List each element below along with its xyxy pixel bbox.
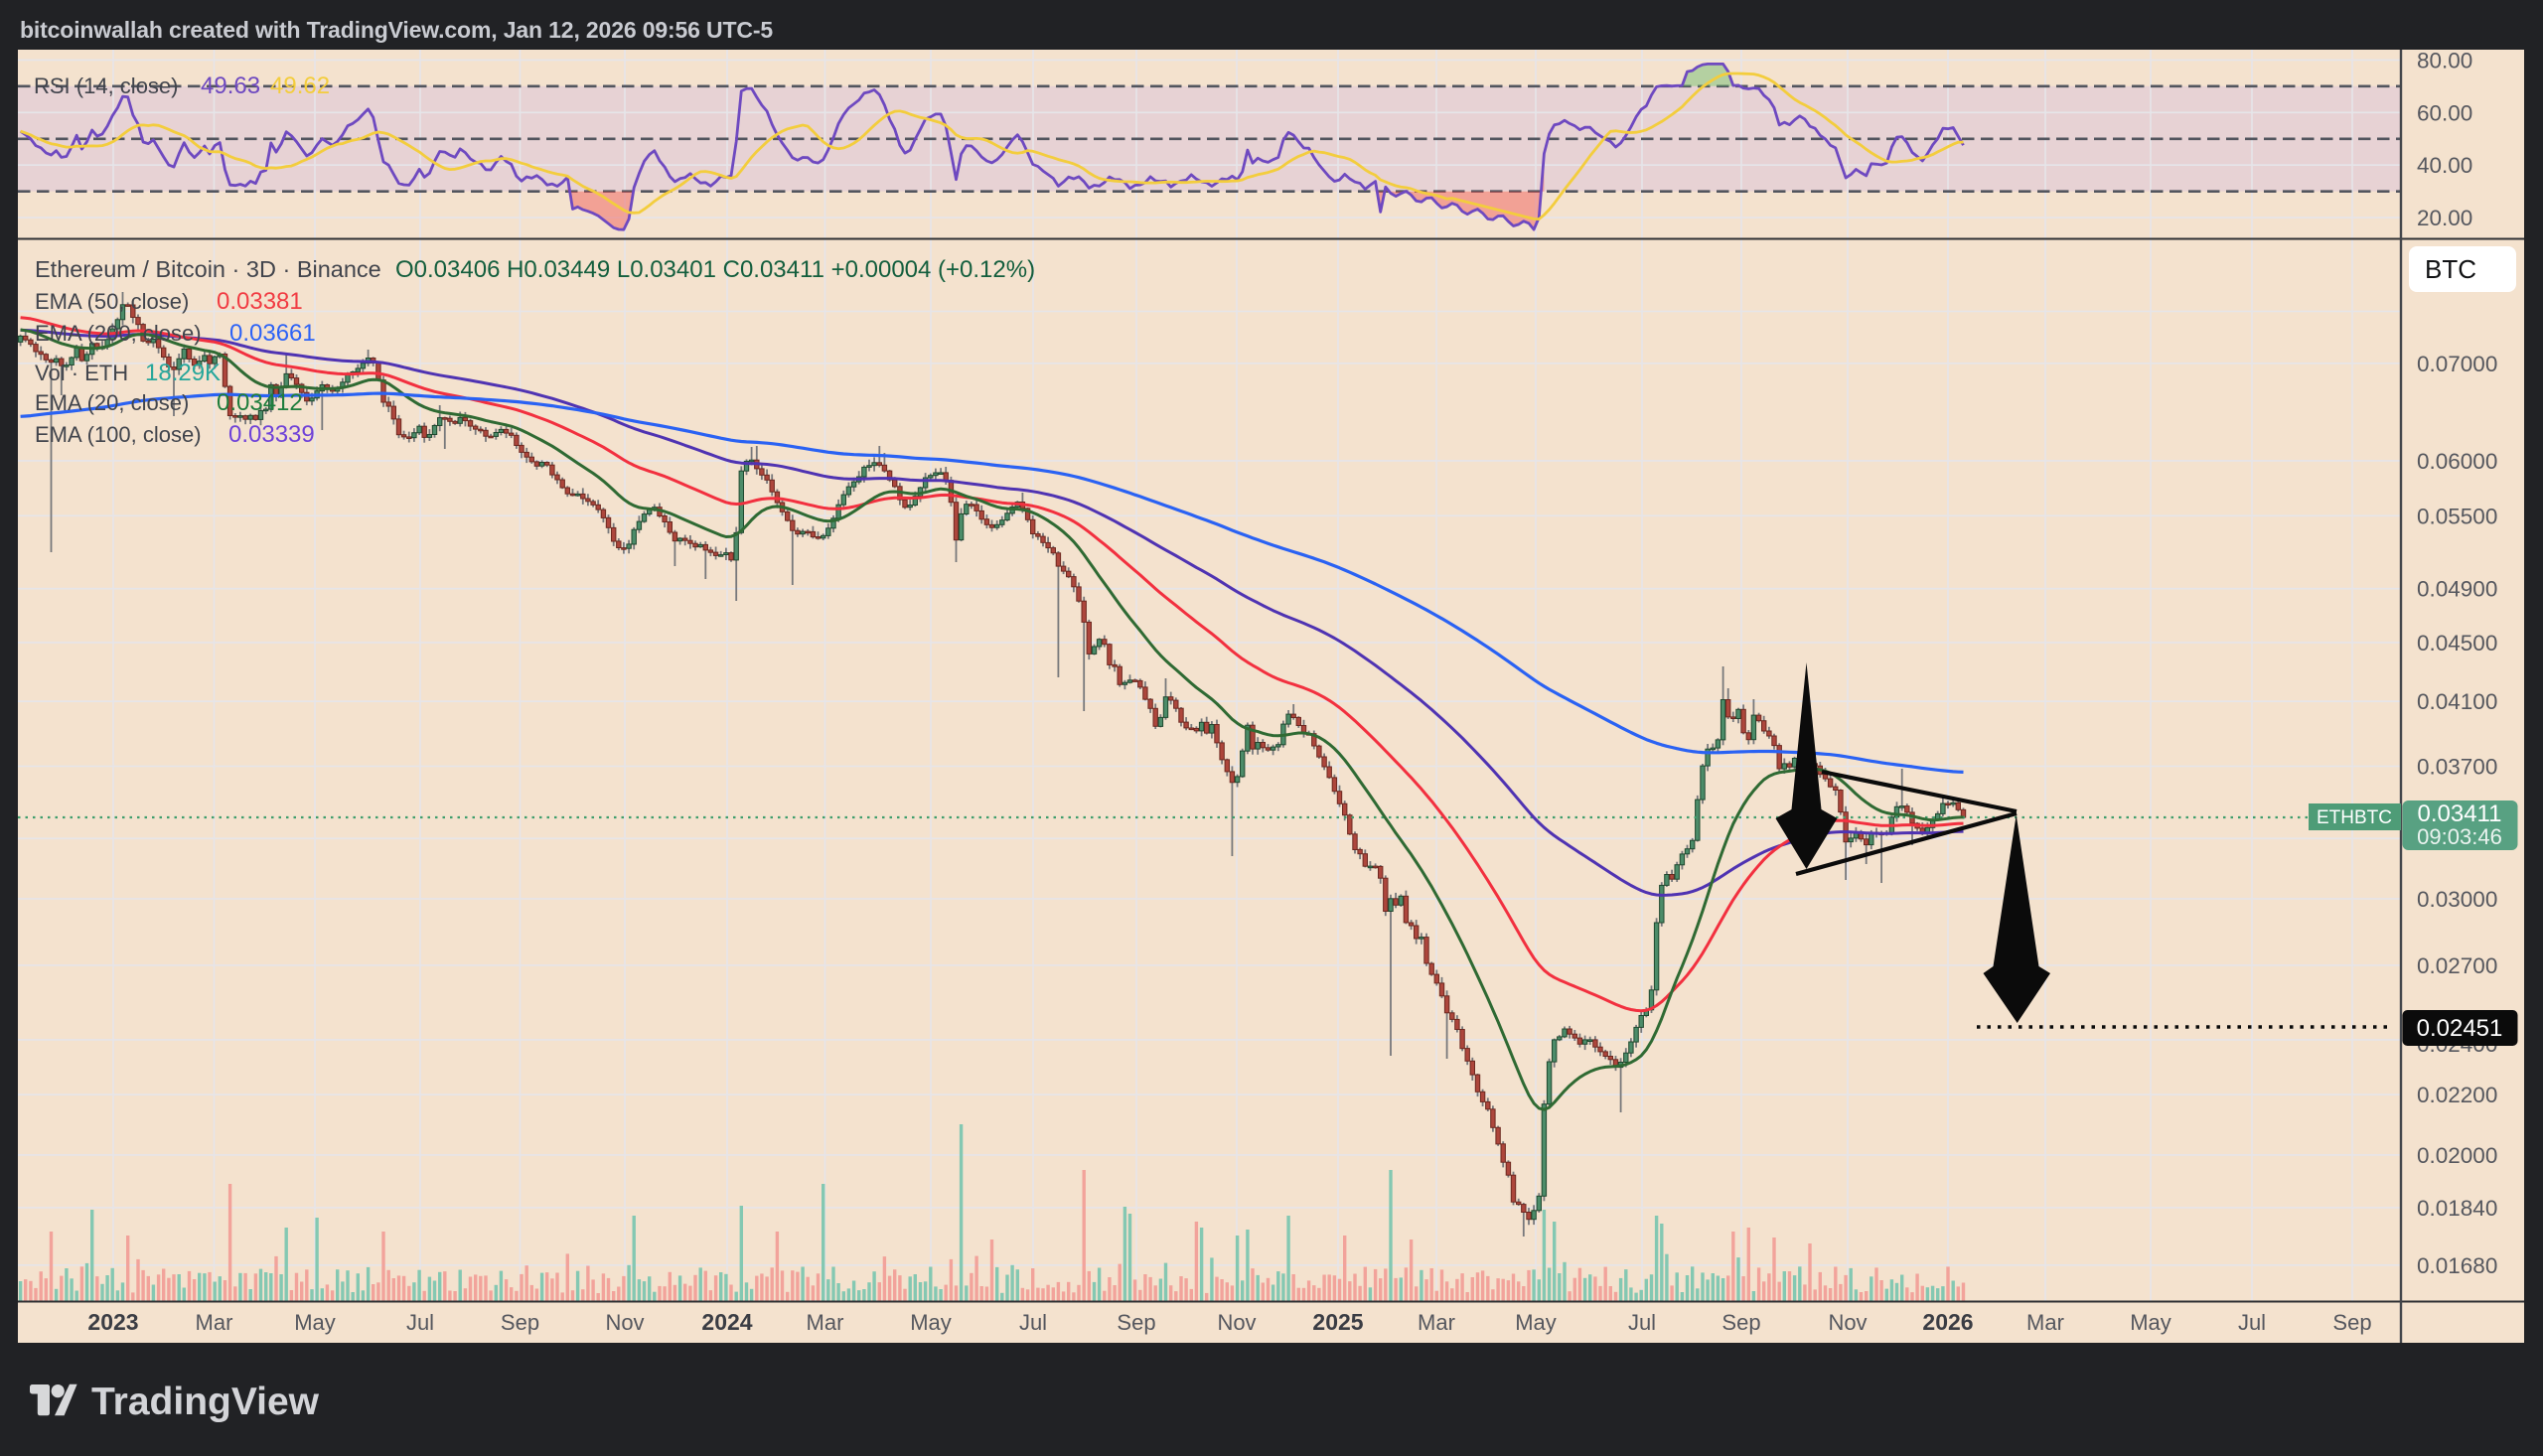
svg-text:80.00: 80.00 <box>2417 48 2472 73</box>
svg-text:0.03411: 0.03411 <box>2418 801 2502 827</box>
svg-text:Jul: Jul <box>1628 1310 1656 1335</box>
svg-text:ETHBTC: ETHBTC <box>2317 807 2392 828</box>
svg-text:49.63: 49.63 <box>201 73 260 99</box>
svg-text:TradingView: TradingView <box>91 1381 320 1423</box>
svg-text:18.29K: 18.29K <box>145 360 221 386</box>
svg-text:BTC: BTC <box>2425 254 2476 284</box>
svg-text:0.02200: 0.02200 <box>2417 1083 2497 1107</box>
svg-text:0.04100: 0.04100 <box>2417 689 2497 714</box>
svg-text:May: May <box>294 1310 336 1335</box>
svg-text:0.02700: 0.02700 <box>2417 953 2497 978</box>
svg-text:2025: 2025 <box>1312 1309 1363 1335</box>
svg-text:Sep: Sep <box>2332 1310 2371 1335</box>
svg-text:0.02451: 0.02451 <box>2417 1015 2503 1042</box>
svg-text:2023: 2023 <box>87 1309 138 1335</box>
svg-text:O0.03406 H0.03449 L0.03401: O0.03406 H0.03449 L0.03401 C0.03411 +0.0… <box>395 256 1035 283</box>
svg-text:0.03661: 0.03661 <box>229 320 316 347</box>
svg-text:EMA (20, close): EMA (20, close) <box>35 390 189 415</box>
svg-text:0.07000: 0.07000 <box>2417 352 2497 376</box>
svg-text:0.01840: 0.01840 <box>2417 1196 2497 1221</box>
svg-text:0.01680: 0.01680 <box>2417 1253 2497 1278</box>
svg-text:0.03381: 0.03381 <box>217 288 303 315</box>
svg-text:Jul: Jul <box>1019 1310 1047 1335</box>
svg-text:Sep: Sep <box>1721 1310 1760 1335</box>
svg-text:May: May <box>910 1310 952 1335</box>
svg-text:0.03000: 0.03000 <box>2417 887 2497 912</box>
svg-text:0.03700: 0.03700 <box>2417 755 2497 780</box>
svg-text:EMA (200, close): EMA (200, close) <box>35 321 202 346</box>
svg-text:RSI (14, close): RSI (14, close) <box>34 73 179 98</box>
svg-text:Vol · ETH: Vol · ETH <box>35 361 128 385</box>
svg-text:0.04500: 0.04500 <box>2417 631 2497 655</box>
svg-text:2026: 2026 <box>1922 1309 1973 1335</box>
svg-text:Jul: Jul <box>2238 1310 2266 1335</box>
svg-text:49.62: 49.62 <box>270 73 330 99</box>
svg-text:Nov: Nov <box>1217 1310 1256 1335</box>
svg-text:20.00: 20.00 <box>2417 206 2472 230</box>
svg-text:Nov: Nov <box>1828 1310 1867 1335</box>
svg-text:0.06000: 0.06000 <box>2417 449 2497 474</box>
svg-text:40.00: 40.00 <box>2417 153 2472 178</box>
svg-text:60.00: 60.00 <box>2417 100 2472 125</box>
svg-text:May: May <box>2130 1310 2171 1335</box>
svg-text:0.04900: 0.04900 <box>2417 577 2497 602</box>
svg-text:Jul: Jul <box>406 1310 434 1335</box>
svg-text:Ethereum / Bitcoin · 3D · Bina: Ethereum / Bitcoin · 3D · Binance <box>35 256 381 282</box>
svg-text:0.03412: 0.03412 <box>217 389 303 416</box>
svg-text:Mar: Mar <box>2026 1310 2064 1335</box>
svg-text:2024: 2024 <box>701 1309 752 1335</box>
svg-text:Mar: Mar <box>807 1310 844 1335</box>
svg-text:0.03339: 0.03339 <box>228 421 315 448</box>
svg-text:Mar: Mar <box>196 1310 233 1335</box>
svg-text:May: May <box>1515 1310 1557 1335</box>
svg-text:EMA (100, close): EMA (100, close) <box>35 422 202 447</box>
svg-text:Nov: Nov <box>605 1310 644 1335</box>
svg-text:Mar: Mar <box>1418 1310 1455 1335</box>
svg-text:0.02000: 0.02000 <box>2417 1143 2497 1168</box>
svg-text:EMA (50, close): EMA (50, close) <box>35 289 189 314</box>
svg-text:Sep: Sep <box>501 1310 539 1335</box>
svg-text:Sep: Sep <box>1117 1310 1155 1335</box>
svg-text:09:03:46: 09:03:46 <box>2417 824 2502 849</box>
svg-text:0.05500: 0.05500 <box>2417 504 2497 528</box>
svg-text:bitcoinwallah created with Tra: bitcoinwallah created with TradingView.c… <box>20 17 773 43</box>
